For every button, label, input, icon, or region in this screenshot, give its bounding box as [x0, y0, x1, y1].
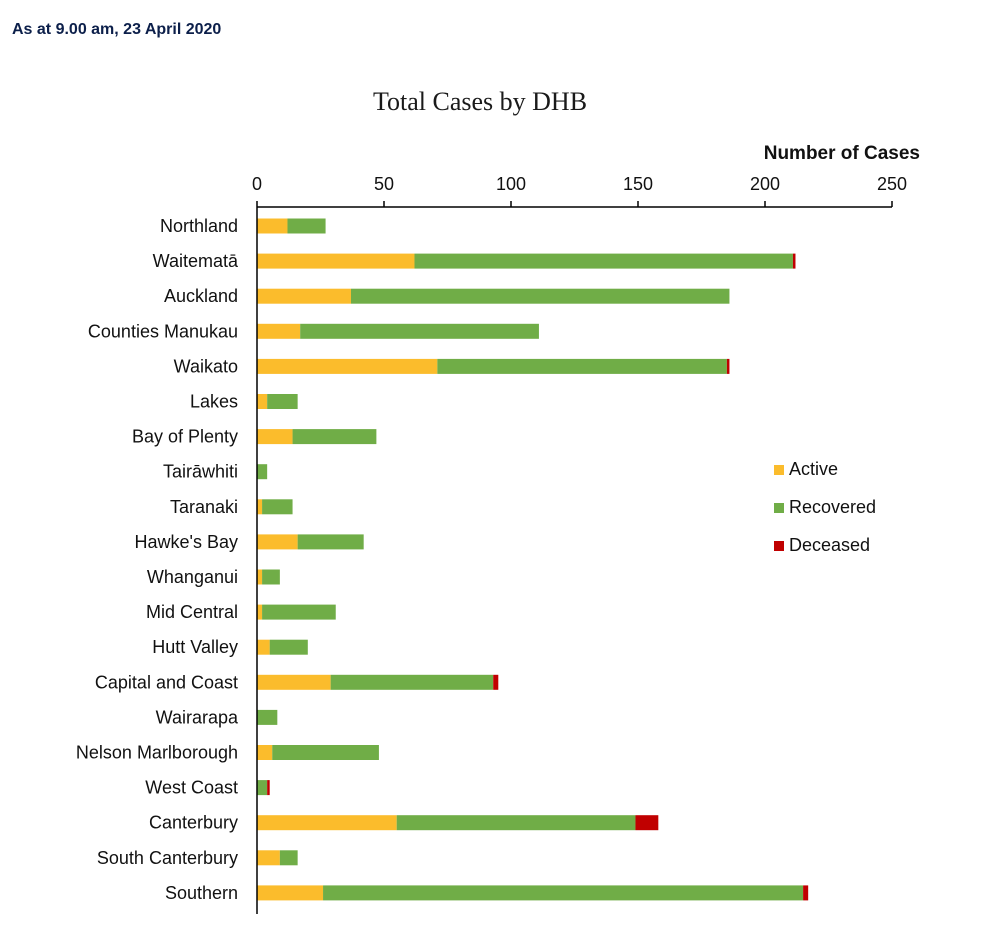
bar-active — [257, 499, 263, 515]
bar-active — [257, 218, 288, 234]
bar-active — [257, 885, 324, 901]
bar-recovered — [414, 253, 793, 269]
x-tick-label: 250 — [877, 174, 907, 194]
bar-recovered — [279, 850, 298, 866]
category-label: South Canterbury — [97, 848, 238, 868]
bar-active — [257, 253, 415, 269]
category-label: Auckland — [164, 286, 238, 306]
category-label: Whanganui — [147, 567, 238, 587]
bar-deceased — [726, 358, 730, 374]
bar-active — [257, 815, 397, 831]
legend-swatch — [774, 541, 784, 551]
bar-recovered — [257, 780, 268, 796]
category-label: Lakes — [190, 392, 238, 412]
category-label: Taranaki — [170, 497, 238, 517]
category-label: Tairāwhiti — [163, 462, 238, 482]
category-label: Hutt Valley — [152, 637, 238, 657]
bar-deceased — [635, 815, 659, 831]
category-label: Southern — [165, 883, 238, 903]
x-tick-label: 100 — [496, 174, 526, 194]
category-label: Hawke's Bay — [135, 532, 238, 552]
chart-title: Total Cases by DHB — [373, 87, 587, 116]
x-axis: 0 50 100 150 200 250 — [252, 174, 907, 208]
bar-deceased — [493, 674, 499, 690]
category-label: Wairarapa — [156, 707, 239, 727]
category-label: West Coast — [145, 778, 238, 798]
x-tick-label: 150 — [623, 174, 653, 194]
bar-deceased — [803, 885, 809, 901]
category-label: Capital and Coast — [95, 672, 238, 692]
bar-active — [257, 745, 273, 760]
bar-active — [257, 604, 263, 620]
bar-active — [257, 358, 438, 374]
bar-active — [257, 288, 351, 304]
bar-active — [257, 429, 293, 445]
category-label: Mid Central — [146, 602, 238, 622]
legend-swatch — [774, 465, 784, 475]
category-label: Bay of Plenty — [132, 427, 238, 447]
bar-recovered — [267, 394, 298, 409]
bar-recovered — [272, 745, 379, 760]
bar-active — [257, 850, 280, 866]
category-label: Waitematā — [153, 251, 239, 271]
category-axis: Northland Waitematā Auckland Counties Manuk… — [76, 207, 258, 914]
bar-recovered — [292, 429, 377, 445]
bar-deceased — [792, 253, 796, 269]
bar-recovered — [262, 569, 280, 585]
bar-recovered — [396, 815, 636, 831]
bar-active — [257, 394, 268, 409]
bar-recovered — [257, 709, 278, 725]
bar-active — [257, 323, 301, 339]
category-label: Counties Manukau — [88, 321, 238, 341]
x-tick-label: 200 — [750, 174, 780, 194]
bar-recovered — [287, 218, 326, 234]
x-tick-label: 0 — [252, 174, 262, 194]
bar-recovered — [323, 885, 804, 901]
bar-recovered — [297, 534, 364, 550]
bar-active — [257, 674, 331, 690]
legend: Active Recovered Deceased — [774, 459, 876, 555]
bar-recovered — [269, 639, 308, 655]
bar-recovered — [437, 358, 727, 374]
category-label: Northland — [160, 216, 238, 236]
category-label: Canterbury — [149, 813, 238, 833]
bar-active — [257, 534, 298, 550]
bar-recovered — [262, 604, 336, 620]
bar-series — [257, 218, 809, 901]
bar-deceased — [267, 780, 270, 796]
bar-recovered — [257, 464, 268, 480]
report-date-heading: As at 9.00 am, 23 April 2020 — [12, 21, 222, 38]
legend-label: Active — [789, 459, 838, 479]
legend-label: Recovered — [789, 497, 876, 517]
legend-swatch — [774, 503, 784, 513]
bar-recovered — [300, 323, 539, 339]
bar-recovered — [262, 499, 293, 515]
x-tick-label: 50 — [374, 174, 394, 194]
bar-recovered — [350, 288, 730, 304]
category-label: Nelson Marlborough — [76, 743, 238, 763]
bar-recovered — [330, 674, 494, 690]
bar-active — [257, 639, 270, 655]
legend-label: Deceased — [789, 535, 870, 555]
x-axis-title: Number of Cases — [764, 143, 920, 164]
category-label: Waikato — [174, 356, 238, 376]
bar-active — [257, 569, 263, 585]
